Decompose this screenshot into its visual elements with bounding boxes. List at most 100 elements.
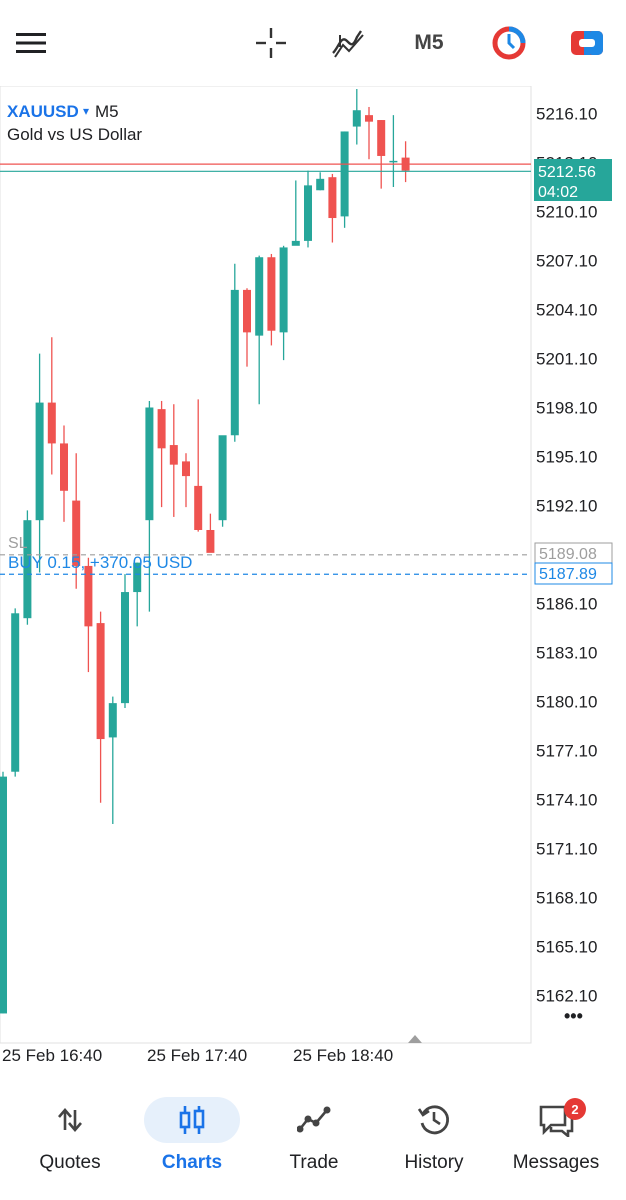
candle-body xyxy=(60,443,68,491)
candle-body xyxy=(11,613,20,772)
time-label: 25 Feb 17:40 xyxy=(147,1046,247,1065)
candle-body xyxy=(182,461,190,477)
candle-body xyxy=(279,247,288,333)
price-tick-label: 5186.10 xyxy=(536,594,597,613)
candle-body xyxy=(133,562,142,593)
nav-trade[interactable]: Trade xyxy=(248,1090,373,1200)
candle-body xyxy=(84,565,93,627)
nav-quotes[interactable]: Quotes xyxy=(4,1090,129,1200)
candle-body xyxy=(365,115,373,122)
price-lines xyxy=(0,163,531,575)
nav-charts[interactable]: Charts xyxy=(126,1090,251,1200)
sl-price-label: 5189.08 xyxy=(539,546,597,563)
timeframe-label: M5 xyxy=(414,31,444,54)
nav-quotes-label: Quotes xyxy=(39,1152,101,1173)
price-tick-label: 5177.10 xyxy=(536,741,597,760)
candle-body xyxy=(255,257,264,336)
buy-position-label[interactable]: BUY 0.15, +370.05 USD xyxy=(8,553,192,572)
buy-price-tag xyxy=(534,562,613,585)
candle-body xyxy=(230,289,239,436)
current-price-tag xyxy=(534,159,612,201)
price-tick-label: 5210.10 xyxy=(536,202,597,221)
price-tick-label: 5201.10 xyxy=(536,349,597,368)
candle-body xyxy=(96,623,105,740)
candle-body xyxy=(72,500,81,566)
candle-body xyxy=(389,160,398,163)
candle-body xyxy=(304,185,312,241)
top-toolbar: M5 xyxy=(0,0,626,86)
nav-messages-label: Messages xyxy=(512,1152,600,1173)
candle-body xyxy=(328,177,337,219)
nav-history[interactable]: History xyxy=(368,1090,493,1200)
messages-chat-icon xyxy=(490,1100,622,1140)
nav-charts-label: Charts xyxy=(161,1152,223,1173)
timeframe-button[interactable]: M5 xyxy=(404,20,454,66)
candle-body xyxy=(0,776,7,1014)
candle-body xyxy=(243,289,251,333)
more-options-icon[interactable]: ••• xyxy=(564,1006,583,1026)
candle-body xyxy=(206,529,215,553)
candles xyxy=(0,89,410,1014)
candle-body xyxy=(267,257,276,331)
hamburger-menu-icon xyxy=(16,33,46,53)
candle-body xyxy=(121,592,129,704)
indicators-icon xyxy=(332,30,364,58)
symbol-dropdown-icon[interactable]: ▾ xyxy=(83,104,89,118)
candle-body xyxy=(377,120,386,156)
price-tick-label: 5183.10 xyxy=(536,643,597,662)
price-tick-label: 5192.10 xyxy=(536,496,597,515)
price-tick-label: 5165.10 xyxy=(536,937,597,956)
indicators-button[interactable] xyxy=(326,20,372,66)
candle-body xyxy=(157,409,166,449)
crosshair-icon xyxy=(256,28,286,58)
menu-button[interactable] xyxy=(8,20,54,66)
nav-history-label: History xyxy=(404,1152,464,1173)
bottom-navigation: Quotes Charts Trade xyxy=(0,1090,626,1200)
charts-candles-icon xyxy=(126,1100,258,1140)
current-price-label: 5212.56 xyxy=(538,164,596,181)
candle-body xyxy=(169,445,178,465)
candle-body xyxy=(291,240,300,246)
price-tick-label: 5174.10 xyxy=(536,790,597,809)
messages-badge: 2 xyxy=(564,1098,586,1120)
symbol-description: Gold vs US Dollar xyxy=(7,125,142,144)
history-clock-icon xyxy=(368,1100,500,1140)
price-tick-label: 5162.10 xyxy=(536,986,597,1005)
candle-body xyxy=(145,407,154,521)
time-label: 25 Feb 18:40 xyxy=(293,1046,393,1065)
time-label: 25 Feb 16:40 xyxy=(2,1046,102,1065)
price-tick-label: 5216.10 xyxy=(536,105,597,124)
candlestick-chart[interactable]: XAUUSD ▾ M5 Gold vs US Dollar SL BUY 0.1… xyxy=(0,86,626,1086)
candle-body xyxy=(194,485,203,530)
nav-messages[interactable]: 2 Messages xyxy=(490,1090,615,1200)
one-click-trading-button[interactable] xyxy=(486,20,532,66)
price-tick-label: 5168.10 xyxy=(536,888,597,907)
price-tick-label: 5180.10 xyxy=(536,692,597,711)
symbol-timeframe: M5 xyxy=(95,102,119,121)
bar-countdown-label: 04:02 xyxy=(538,184,578,201)
nav-trade-label: Trade xyxy=(289,1152,339,1173)
candle-body xyxy=(47,402,56,444)
nav-active-indicator xyxy=(144,1097,240,1143)
one-click-trading-icon xyxy=(492,26,526,60)
buy-price-label: 5187.89 xyxy=(539,566,597,583)
candle-body xyxy=(35,402,44,521)
scroll-marker-icon[interactable] xyxy=(408,1035,422,1043)
price-tick-label: 5171.10 xyxy=(536,839,597,858)
candle-body xyxy=(23,520,32,619)
chart-area[interactable]: XAUUSD ▾ M5 Gold vs US Dollar SL BUY 0.1… xyxy=(0,86,626,1086)
price-tick-label: 5198.10 xyxy=(536,398,597,417)
crosshair-button[interactable] xyxy=(248,20,294,66)
price-tick-label: 5207.10 xyxy=(536,251,597,270)
symbol-ticker[interactable]: XAUUSD xyxy=(7,102,79,121)
candle-body xyxy=(352,110,361,127)
new-order-button[interactable] xyxy=(564,20,610,66)
candle-body xyxy=(108,703,117,738)
candle-body xyxy=(340,131,349,217)
candle-body xyxy=(316,178,325,191)
sl-order-label[interactable]: SL xyxy=(8,535,28,552)
price-tick-label: 5204.10 xyxy=(536,300,597,319)
new-order-icon xyxy=(571,31,603,55)
trade-line-icon xyxy=(248,1100,380,1140)
candle-body xyxy=(218,435,227,521)
